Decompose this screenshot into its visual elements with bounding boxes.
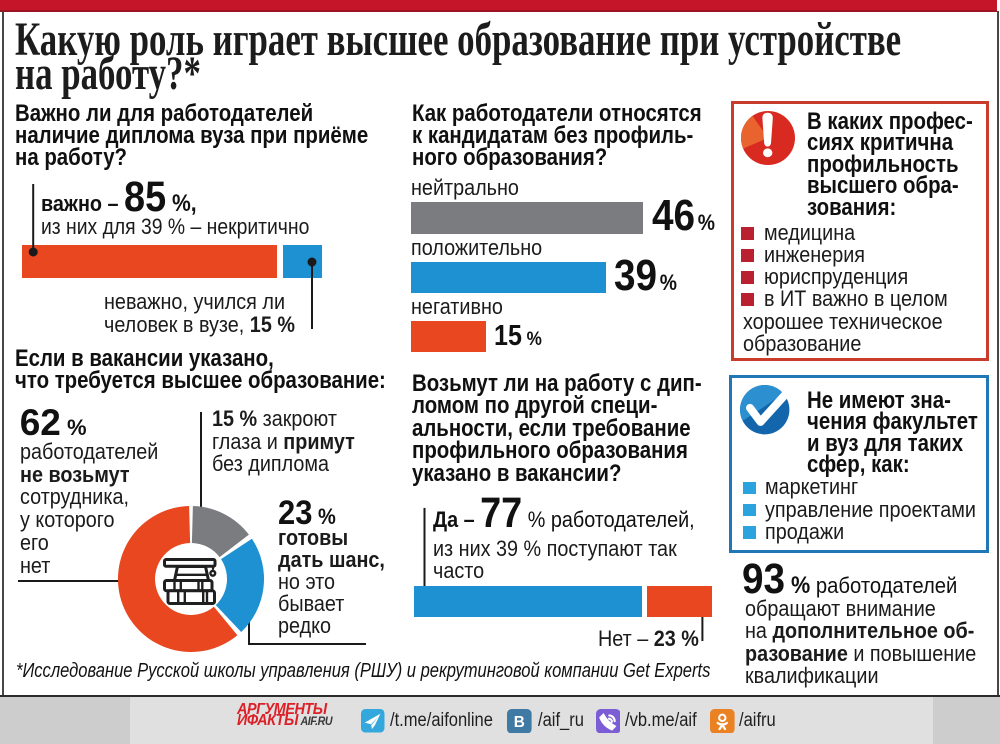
svg-text:B: B [514,714,525,731]
